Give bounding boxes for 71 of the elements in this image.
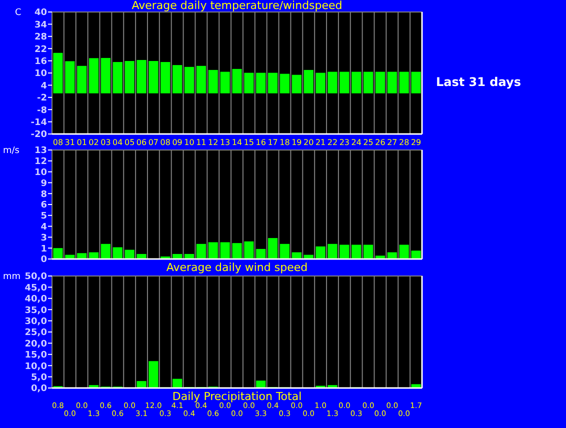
- y-tick-label: 4: [40, 81, 47, 92]
- x-tick-label: 07: [148, 138, 159, 147]
- y-tick-label: 4: [40, 222, 47, 232]
- x-tick-label: 22: [327, 138, 338, 147]
- y-tick-label: -8: [37, 106, 47, 116]
- x-tick-label: 24: [351, 138, 362, 147]
- x-tick-label: 28: [399, 138, 410, 147]
- x-tick-label: 13: [220, 138, 230, 147]
- y-tick-label: 10: [34, 168, 47, 178]
- x-tick-label: 18: [280, 138, 290, 147]
- x-tick-label: 06: [136, 138, 147, 147]
- x-tick-label: 21: [315, 138, 326, 147]
- text: Average daily wind speed: [166, 261, 308, 274]
- x-axis-title: Daily Precipitation Total: [172, 390, 302, 403]
- x-tick-label: 29: [410, 138, 422, 147]
- y-tick-label: 12: [34, 157, 47, 168]
- x-tick-label: 10: [184, 138, 194, 147]
- x-tick-label: 02: [88, 138, 99, 147]
- y-tick-label: 28: [34, 32, 47, 43]
- x-tick-label: 20: [304, 138, 314, 147]
- x-tick-label: 27: [387, 138, 398, 147]
- y-tick-label: 3: [40, 233, 47, 244]
- y-tick-label: 6: [40, 200, 47, 211]
- y-tick-label: 30,0: [24, 316, 47, 327]
- y-tick-label: -2: [37, 94, 47, 104]
- y-tick-label: 16: [34, 56, 47, 67]
- x-tick-label: 03: [100, 138, 111, 147]
- y-tick-label: 25,0: [24, 328, 47, 338]
- x-tick-label: 12: [208, 138, 218, 147]
- x-tick-label: 17: [268, 138, 278, 147]
- y-tick-label: 5,0: [31, 372, 47, 383]
- x-tick-label: 09: [172, 138, 182, 147]
- y-tick-label: 15,0: [24, 350, 47, 361]
- x-tick-label: 23: [339, 138, 350, 147]
- y-tick-label: 13: [34, 146, 47, 156]
- x-tick-label: 16: [256, 138, 266, 147]
- y-axis-title: mm: [3, 272, 21, 282]
- x-tick-label: 05: [124, 138, 135, 147]
- y-tick-label: -14: [30, 118, 47, 128]
- y-tick-label: 0: [40, 255, 47, 266]
- y-tick-label: 40: [34, 8, 47, 18]
- x-tick-label: 31: [64, 138, 75, 147]
- chart-title: Average daily temperature/windspeed: [132, 0, 342, 12]
- x-tick-label: 26: [375, 138, 386, 147]
- y-axis-title: m/s: [3, 146, 20, 156]
- x-tick-label: 19: [292, 138, 302, 147]
- y-tick-label: 1: [40, 244, 47, 254]
- y-tick-label: -20: [30, 130, 47, 140]
- y-tick-label: 8: [40, 190, 47, 200]
- y-tick-label: 9: [40, 178, 47, 189]
- y-tick-label: 22: [34, 44, 47, 55]
- y-tick-label: 34: [34, 20, 47, 30]
- x-tick-label: 01: [76, 138, 87, 147]
- text: Last 31 days: [436, 75, 521, 89]
- y-tick-label: 35,0: [24, 306, 47, 316]
- y-tick-label: 40,0: [24, 294, 47, 305]
- x-tick-label: 15: [244, 138, 254, 147]
- y-tick-label: 20,0: [24, 339, 47, 350]
- x-tick-label: 25: [363, 138, 374, 147]
- x-tick-label: 04: [112, 138, 123, 147]
- x-tick-label: 14: [232, 138, 242, 147]
- y-axis-title: C: [15, 8, 22, 18]
- x-tick-label: 08: [160, 138, 170, 147]
- y-tick-label: 50,0: [24, 272, 47, 282]
- y-tick-label: 10: [34, 69, 47, 80]
- y-tick-label: 5: [40, 212, 47, 222]
- y-tick-label: 0,0: [31, 384, 47, 394]
- y-tick-label: 10,0: [24, 362, 47, 372]
- x-tick-label: 08: [52, 138, 64, 147]
- x-tick-label: 11: [196, 138, 206, 147]
- y-tick-label: 45,0: [24, 283, 47, 294]
